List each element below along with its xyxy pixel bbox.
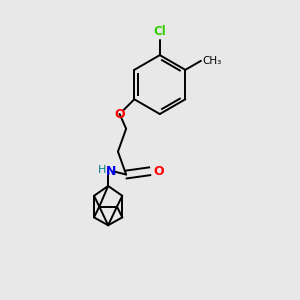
Text: O: O [114, 107, 125, 121]
Text: N: N [106, 165, 116, 178]
Text: Cl: Cl [153, 25, 166, 38]
Text: CH₃: CH₃ [202, 56, 222, 66]
Text: O: O [154, 165, 164, 178]
Text: H: H [98, 165, 106, 175]
